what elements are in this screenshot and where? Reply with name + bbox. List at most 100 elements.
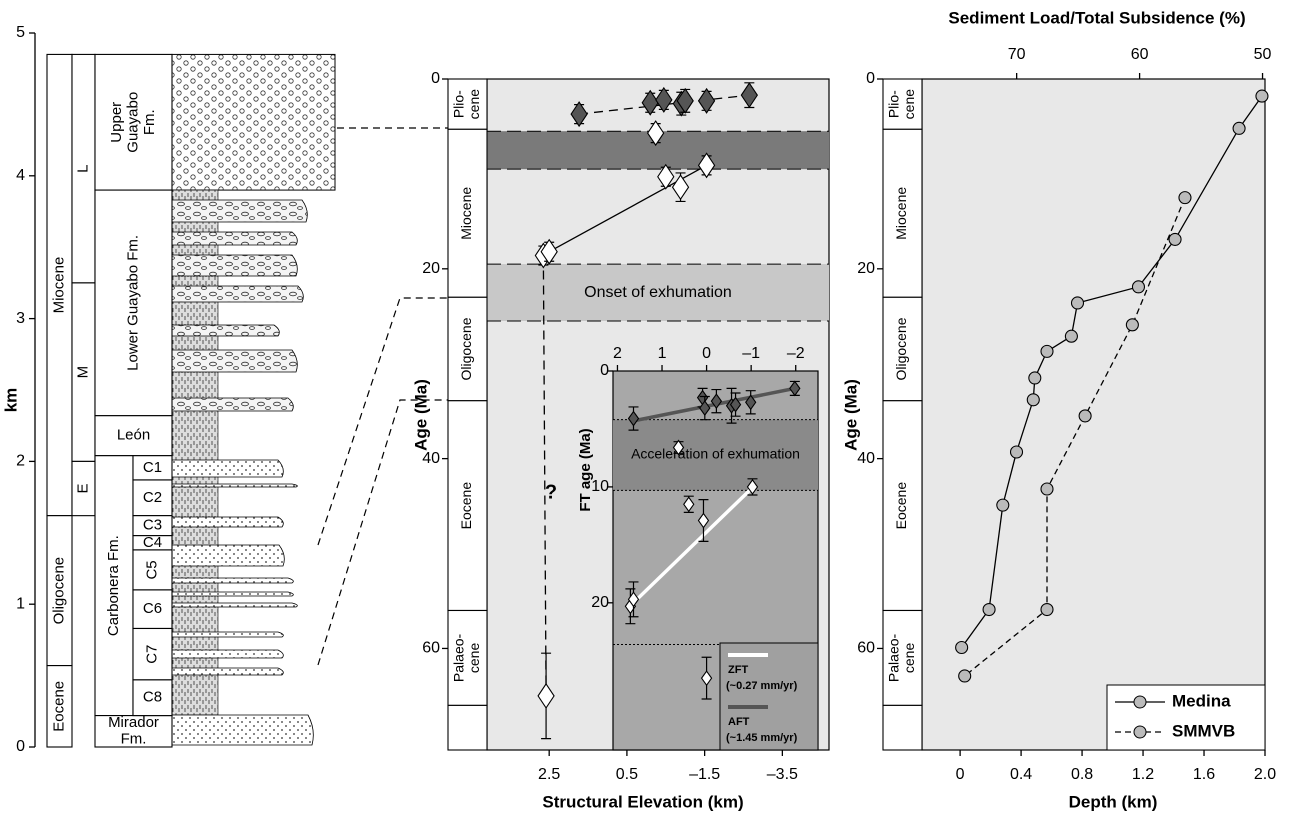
annotation: ? — [545, 481, 557, 503]
epoch-label: Palaeo- — [451, 633, 467, 682]
x-tick-label: 1.6 — [1193, 766, 1215, 783]
point — [1125, 318, 1139, 332]
epoch-box — [447, 400, 488, 612]
epoch-box — [46, 515, 73, 667]
legend-rate: (~1.45 mm/yr) — [726, 732, 798, 744]
y-tick-label: 10 — [591, 478, 609, 495]
point — [982, 602, 996, 617]
y-tick-label: 0 — [16, 738, 25, 755]
legend-label: ZFT — [728, 664, 748, 676]
point — [657, 163, 675, 190]
lithology-bed — [171, 483, 298, 488]
legend-label: SMMVB — [1172, 721, 1235, 740]
lithology-bed — [171, 591, 294, 597]
x-tick-label: 1.2 — [1132, 766, 1154, 783]
point — [700, 670, 713, 687]
epoch-label: Plio- — [451, 90, 467, 118]
point — [789, 380, 801, 397]
point — [1028, 371, 1042, 385]
epoch-box — [46, 665, 73, 748]
point — [627, 410, 640, 427]
point — [570, 101, 588, 128]
y-tick-label: 0 — [431, 70, 440, 87]
member-label: C1 — [143, 459, 162, 476]
member-box — [132, 589, 173, 630]
y-tick-label: 1 — [16, 595, 25, 612]
epoch-label: cene — [466, 89, 482, 120]
point — [710, 393, 723, 410]
epoch-label: Oligocene — [50, 557, 67, 625]
point — [1255, 89, 1269, 103]
series-line — [964, 197, 1186, 677]
member-label: C8 — [143, 689, 162, 706]
point — [729, 396, 742, 413]
point — [672, 439, 685, 456]
epoch-box-blank — [882, 704, 923, 751]
epoch-label: Palaeo- — [886, 633, 902, 682]
lithology-bed — [171, 649, 284, 659]
point — [647, 120, 665, 147]
x-tick-label: –1.5 — [689, 766, 720, 783]
point — [676, 87, 694, 114]
member-label: C7 — [143, 645, 160, 664]
lithology-bed — [171, 397, 294, 412]
point — [1178, 191, 1192, 205]
epoch-label: cene — [466, 643, 482, 674]
point — [955, 640, 969, 655]
y-tick-label: 5 — [16, 24, 25, 41]
formation-label: Upper — [108, 102, 125, 143]
subepoch-label: E — [74, 484, 91, 494]
x-top-tick-label: 1 — [658, 345, 667, 362]
member-label: C5 — [143, 560, 160, 579]
point — [1168, 232, 1182, 246]
x-tick-label: 2.5 — [538, 766, 560, 783]
formation-box — [94, 189, 173, 417]
lithology-bed — [171, 324, 280, 337]
point — [697, 152, 716, 179]
point — [1131, 280, 1146, 294]
lithology-bed — [171, 516, 284, 528]
y-tick-label: 20 — [591, 594, 609, 611]
y-tick-label: 3 — [16, 310, 25, 327]
point — [697, 512, 710, 529]
y-tick-label: 20 — [857, 260, 875, 277]
correlation-line — [317, 399, 448, 666]
point — [655, 86, 673, 113]
epoch-box — [882, 400, 923, 612]
point — [745, 394, 757, 411]
legend-label: AFT — [728, 716, 750, 728]
epoch-label: Miocene — [458, 187, 474, 240]
lithology-bed — [171, 349, 298, 373]
formation-label: Fm. — [141, 109, 158, 135]
point — [1026, 393, 1040, 407]
x-tick-label: 0.5 — [616, 766, 638, 783]
legend-marker — [1133, 695, 1147, 709]
point — [958, 669, 972, 683]
y-axis-label: Age (Ma) — [411, 379, 430, 451]
formation-box — [94, 715, 173, 748]
legend-rate: (~0.27 mm/yr) — [726, 680, 798, 692]
lithology-bed — [171, 254, 298, 277]
lithology-bed — [171, 602, 298, 608]
x-tick-label: –3.5 — [767, 766, 798, 783]
y-tick-label: 2 — [16, 453, 25, 470]
point — [540, 238, 558, 265]
point — [1232, 121, 1246, 135]
y-axis-label: Age (Ma) — [841, 379, 860, 451]
x2-tick-label: 60 — [1131, 46, 1149, 63]
x-tick-label: 0.4 — [1010, 766, 1032, 783]
legend-label: Medina — [1172, 691, 1231, 710]
lithology-bed — [171, 631, 284, 638]
member-label: C4 — [143, 534, 162, 551]
formation-label: Guayabo — [124, 92, 141, 153]
epoch-box — [447, 296, 488, 402]
point — [1070, 296, 1085, 310]
subepoch-label: L — [74, 164, 91, 172]
lithology-bed — [171, 577, 294, 584]
lithology-bed — [171, 199, 308, 223]
plot-area — [921, 78, 1266, 751]
point — [671, 174, 690, 201]
x-top-tick-label: 0 — [702, 345, 711, 362]
